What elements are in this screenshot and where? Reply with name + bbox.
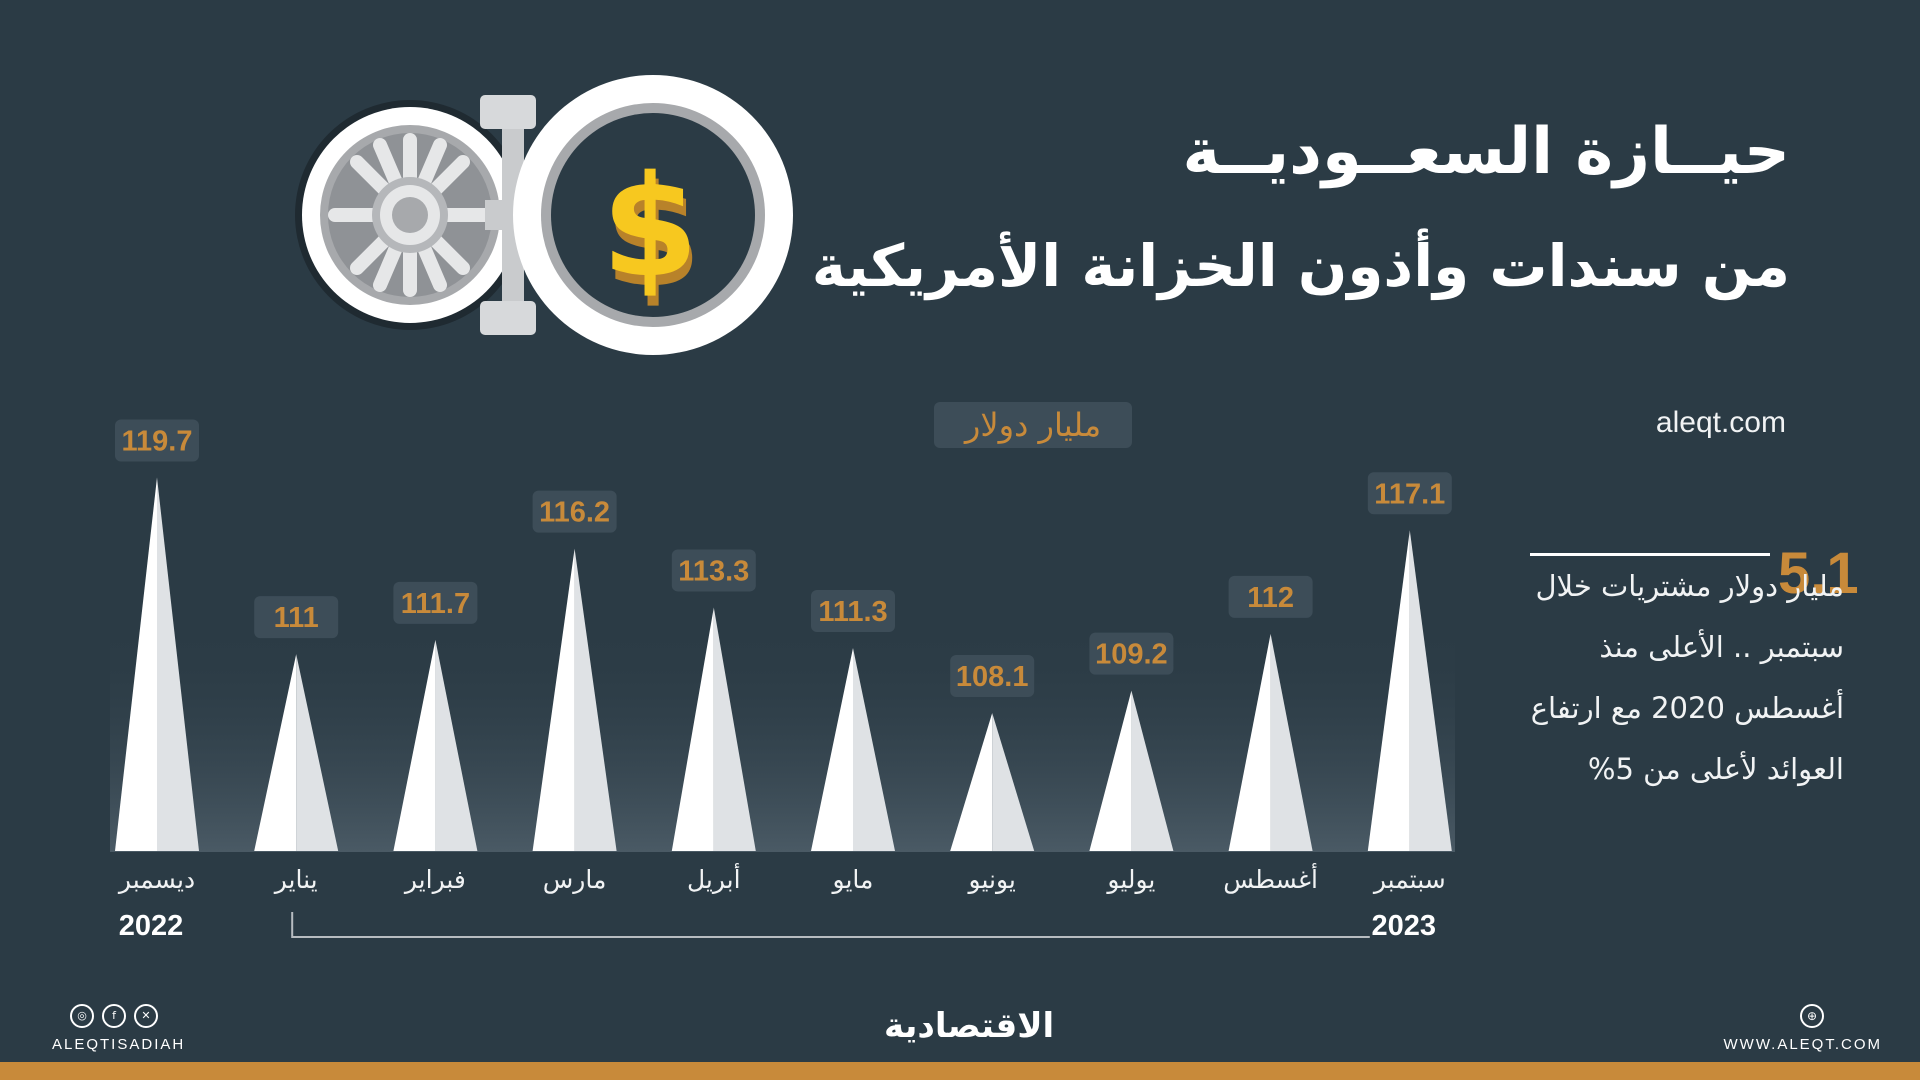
year-label: 2022: [119, 910, 184, 942]
svg-text:$: $: [604, 156, 701, 319]
stat-text: مليار دولار مشتريات خلال سبتمبر .. الأعل…: [1530, 569, 1844, 786]
page-title: حيــازة السعــوديــة: [1182, 115, 1790, 189]
value-label: 117.1: [1367, 472, 1452, 515]
brand-logo: الاقتصادية: [884, 1006, 1055, 1046]
bar-spike: [532, 548, 617, 851]
x-icon[interactable]: ✕: [134, 1004, 158, 1028]
value-label-text: 119.7: [122, 426, 193, 458]
value-label: 111: [254, 596, 339, 639]
value-label-text: 111.3: [818, 596, 887, 628]
year-bracket: [291, 912, 1370, 938]
category-label: يونيو: [967, 865, 1016, 894]
category-label: ديسمبر: [117, 865, 195, 894]
value-label-text: 109.2: [1095, 639, 1168, 671]
bar-spike: [671, 607, 756, 851]
value-label: 112: [1228, 575, 1313, 618]
category-label: أغسطس: [1223, 862, 1318, 894]
value-label-text: 111.7: [401, 588, 470, 620]
value-label-text: 108.1: [956, 661, 1029, 693]
website-url: WWW.ALEQT.COM: [1723, 1036, 1882, 1053]
value-label: 116.2: [532, 490, 617, 533]
value-label-text: 111: [274, 602, 319, 634]
year-label: 2023: [1372, 910, 1437, 942]
facebook-icon[interactable]: f: [102, 1004, 126, 1028]
bar-spike: [393, 639, 478, 851]
category-label: مايو: [831, 865, 874, 894]
category-label: يناير: [273, 865, 318, 894]
instagram-icon[interactable]: ◎: [70, 1004, 94, 1028]
unit-label: مليار دولار: [934, 402, 1132, 448]
category-label: مارس: [543, 865, 607, 894]
category-label: فبراير: [403, 865, 466, 894]
value-label: 108.1: [950, 655, 1035, 697]
bar-spike: [811, 648, 895, 851]
dollar-coin-icon: $ $: [513, 75, 793, 355]
category-label: يوليو: [1105, 865, 1155, 894]
svg-text:$: $: [601, 146, 698, 309]
value-label: 113.3: [671, 549, 756, 592]
globe-icon: ⊕: [1800, 1004, 1824, 1028]
value-label: 119.7: [115, 419, 199, 462]
bar-spike: [1089, 690, 1174, 851]
site-url: aleqt.com: [1655, 406, 1786, 439]
vault-wheel-icon: [295, 100, 525, 330]
stat-value: 5.1: [1778, 541, 1859, 606]
social-handle: ALEQTISADIAH: [52, 1036, 186, 1053]
value-label: 109.2: [1089, 632, 1174, 675]
bar-spike: [1228, 633, 1313, 851]
page-subtitle: من سندات وأذون الخزانة الأمريكية: [811, 232, 1790, 300]
bar-spike: [950, 713, 1035, 851]
footer-accent-bar: [0, 1062, 1920, 1080]
value-label-text: 116.2: [539, 497, 610, 529]
category-label: أبريل: [687, 862, 741, 894]
value-label-text: 112: [1247, 582, 1294, 614]
value-label: 111.7: [393, 581, 478, 624]
bar-spike: [1367, 530, 1452, 851]
category-label: سبتمبر: [1372, 865, 1446, 894]
value-label-text: 113.3: [678, 555, 749, 587]
bar-spike: [254, 654, 339, 851]
bar-chart: 119.7 111 111.7 116.2 113.3 111.3 108.1 109.2 11…: [110, 419, 1455, 942]
value-label-text: 117.1: [1374, 478, 1445, 510]
stat-divider: [1530, 553, 1770, 556]
social-links: ◎ f ✕: [70, 1004, 158, 1028]
vault-illustration: $ $: [295, 75, 793, 355]
value-label: 111.3: [811, 590, 895, 633]
bar-spike: [115, 477, 199, 851]
